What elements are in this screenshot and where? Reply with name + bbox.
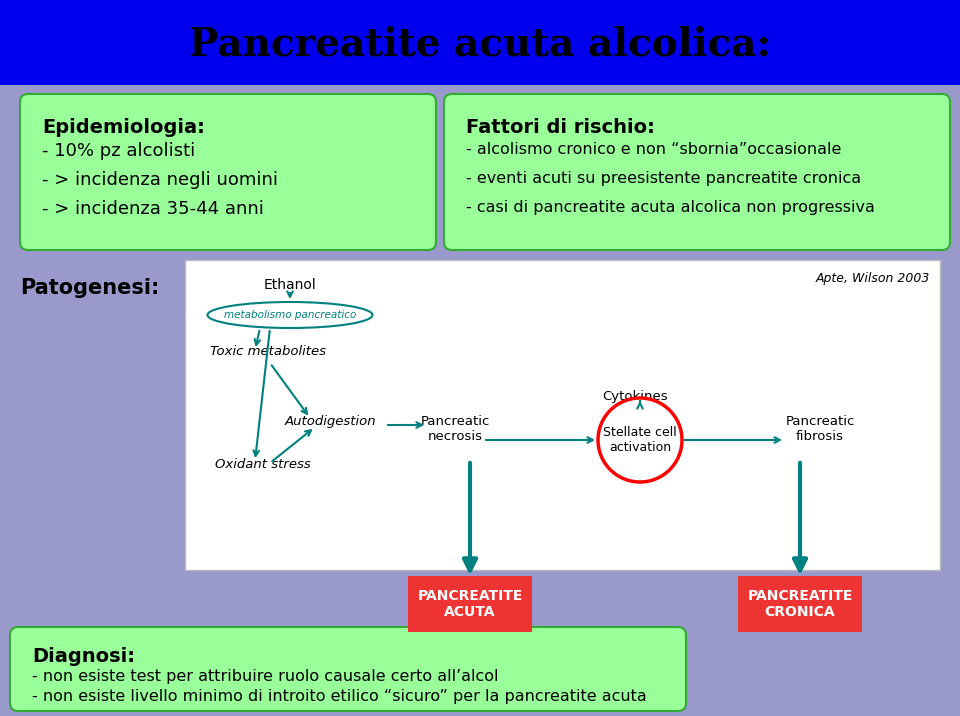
Text: Oxidant stress: Oxidant stress: [215, 458, 311, 471]
Circle shape: [598, 398, 682, 482]
Text: - non esiste livello minimo di introito etilico “sicuro” per la pancreatite acut: - non esiste livello minimo di introito …: [32, 689, 647, 704]
Ellipse shape: [207, 302, 372, 328]
Text: Pancreatite acuta alcolica:: Pancreatite acuta alcolica:: [189, 25, 771, 63]
Text: - eventi acuti su preesistente pancreatite cronica: - eventi acuti su preesistente pancreati…: [466, 171, 861, 186]
Text: Toxic metabolites: Toxic metabolites: [210, 345, 326, 358]
Text: Patogenesi:: Patogenesi:: [20, 278, 159, 298]
FancyBboxPatch shape: [20, 94, 436, 250]
Text: metabolismo pancreatico: metabolismo pancreatico: [224, 310, 356, 320]
Text: Diagnosi:: Diagnosi:: [32, 647, 135, 666]
Text: Stellate cell
activation: Stellate cell activation: [603, 426, 677, 454]
Text: Ethanol: Ethanol: [264, 278, 317, 292]
Text: Epidemiologia:: Epidemiologia:: [42, 118, 204, 137]
Text: PANCREATITE
ACUTA: PANCREATITE ACUTA: [418, 589, 522, 619]
FancyBboxPatch shape: [444, 94, 950, 250]
Text: - casi di pancreatite acuta alcolica non progressiva: - casi di pancreatite acuta alcolica non…: [466, 200, 875, 215]
FancyBboxPatch shape: [738, 576, 862, 632]
Text: - non esiste test per attribuire ruolo causale certo all’alcol: - non esiste test per attribuire ruolo c…: [32, 669, 498, 684]
Text: Apte, Wilson 2003: Apte, Wilson 2003: [816, 272, 930, 285]
FancyBboxPatch shape: [408, 576, 532, 632]
Text: Pancreatic
fibrosis: Pancreatic fibrosis: [785, 415, 854, 443]
Text: Fattori di rischio:: Fattori di rischio:: [466, 118, 655, 137]
FancyBboxPatch shape: [185, 260, 940, 570]
Text: - > incidenza negli uomini: - > incidenza negli uomini: [42, 171, 278, 189]
Text: Autodigestion: Autodigestion: [285, 415, 376, 428]
Text: PANCREATITE
CRONICA: PANCREATITE CRONICA: [747, 589, 852, 619]
FancyBboxPatch shape: [0, 0, 960, 85]
FancyBboxPatch shape: [10, 627, 686, 711]
Text: Pancreatic
necrosis: Pancreatic necrosis: [420, 415, 490, 443]
Text: - 10% pz alcolisti: - 10% pz alcolisti: [42, 142, 195, 160]
Text: Cytokines: Cytokines: [602, 390, 668, 403]
Text: - alcolismo cronico e non “sbornia”occasionale: - alcolismo cronico e non “sbornia”occas…: [466, 142, 841, 157]
Text: - > incidenza 35-44 anni: - > incidenza 35-44 anni: [42, 200, 264, 218]
